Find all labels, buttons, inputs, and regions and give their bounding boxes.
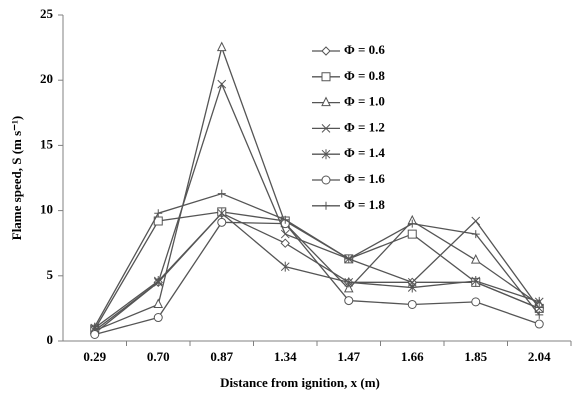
x-tick-label: 2.04 — [528, 349, 551, 364]
y-axis-title: Flame speed, S (m s⁻¹) — [9, 116, 24, 241]
y-tick-label: 20 — [40, 71, 53, 86]
marker — [280, 238, 290, 248]
marker — [471, 297, 481, 307]
marker — [535, 310, 544, 319]
marker — [407, 299, 417, 309]
y-tick-label: 0 — [47, 332, 54, 347]
series-line — [94, 45, 540, 332]
legend-label: Φ = 1.4 — [344, 145, 385, 160]
marker — [408, 219, 417, 228]
marker — [344, 254, 353, 263]
y-tick-label: 25 — [40, 6, 54, 21]
marker — [321, 124, 331, 133]
marker — [153, 216, 163, 226]
marker — [281, 215, 290, 224]
y-tick-label: 5 — [47, 267, 54, 282]
x-tick-label: 0.70 — [147, 349, 170, 364]
marker — [407, 282, 417, 293]
marker — [153, 298, 164, 308]
marker — [471, 276, 481, 287]
x-tick-label: 1.66 — [401, 349, 424, 364]
legend-label: Φ = 1.6 — [344, 171, 385, 186]
marker — [280, 229, 290, 239]
marker — [407, 229, 417, 239]
series-line — [94, 212, 540, 329]
y-tick-label: 10 — [40, 202, 53, 217]
marker — [344, 296, 354, 306]
marker — [534, 296, 544, 307]
marker — [322, 201, 330, 210]
legend-label: Φ = 0.6 — [344, 42, 385, 57]
marker — [153, 313, 163, 323]
marker — [343, 282, 354, 293]
marker — [280, 261, 290, 272]
marker — [217, 208, 227, 219]
marker — [534, 319, 544, 329]
marker — [470, 254, 481, 264]
series-line — [94, 82, 540, 332]
marker — [217, 79, 227, 89]
marker — [90, 329, 100, 339]
marker — [321, 96, 331, 107]
x-axis-title: Distance from ignition, x (m) — [220, 375, 380, 390]
marker — [90, 322, 99, 331]
marker — [216, 41, 227, 52]
marker — [217, 189, 226, 198]
marker — [321, 149, 331, 160]
x-tick-label: 0.29 — [83, 349, 106, 364]
series-line — [94, 192, 540, 327]
x-tick-label: 1.34 — [274, 349, 297, 364]
series-line — [94, 221, 540, 336]
legend-label: Φ = 1.2 — [344, 119, 385, 134]
legend-label: Φ = 1.0 — [344, 94, 385, 109]
x-tick-label: 0.87 — [210, 349, 233, 364]
y-tick-label: 15 — [40, 136, 54, 151]
marker — [321, 72, 331, 82]
marker — [471, 230, 480, 239]
marker — [344, 277, 354, 288]
marker — [471, 216, 481, 226]
marker — [321, 175, 331, 185]
legend-label: Φ = 0.8 — [344, 68, 385, 83]
x-tick-label: 1.47 — [337, 349, 360, 364]
marker — [153, 276, 163, 287]
x-tick-label: 1.85 — [464, 349, 487, 364]
marker — [321, 46, 331, 56]
marker — [217, 217, 227, 227]
legend-label: Φ = 1.8 — [344, 197, 385, 212]
marker — [154, 209, 163, 218]
